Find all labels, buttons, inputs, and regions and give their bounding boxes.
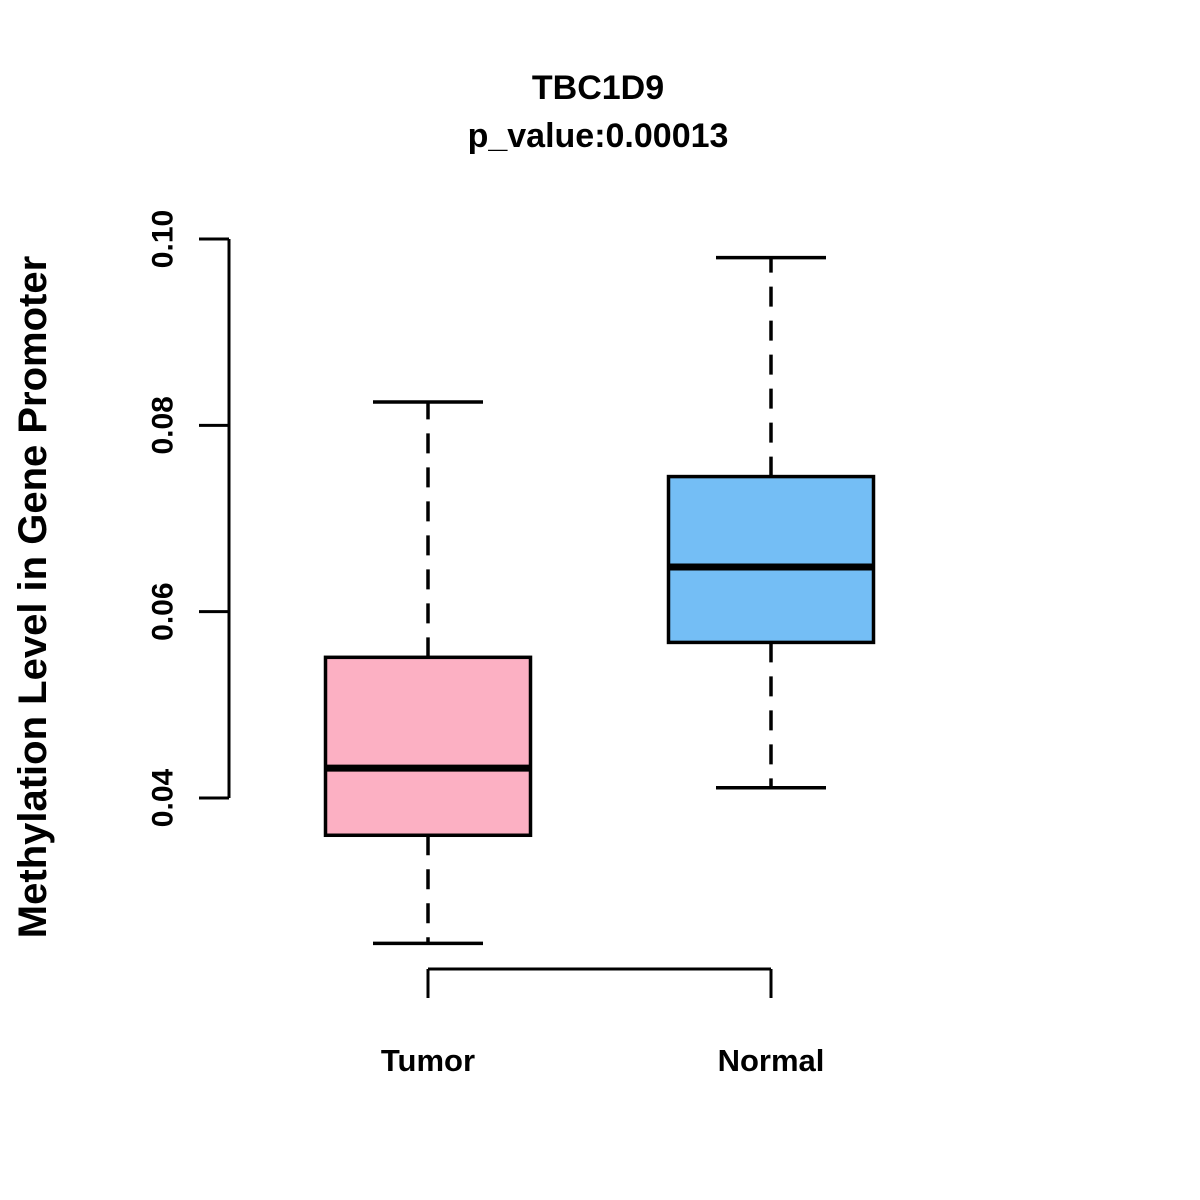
iqr-box-tumor [323,655,533,838]
y-tick-label: 0.08 [147,396,180,454]
category-label-tumor: Tumor [381,1043,475,1078]
y-tick-label: 0.04 [147,768,180,827]
chart-subtitle: p_value:0.00013 [467,117,729,155]
iqr-box-normal [666,474,876,645]
category-label-normal: Normal [718,1043,825,1078]
y-tick-label: 0.10 [147,210,180,268]
chart-title: TBC1D9 [531,69,665,107]
y-tick-label: 0.06 [147,582,180,640]
